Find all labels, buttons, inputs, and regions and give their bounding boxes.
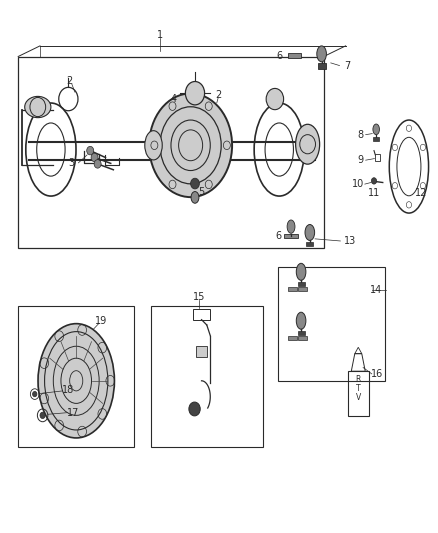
Text: 16: 16: [371, 369, 383, 379]
Text: 12: 12: [415, 188, 427, 198]
Text: 10: 10: [352, 179, 364, 189]
Ellipse shape: [25, 96, 51, 118]
Text: 6: 6: [276, 51, 283, 61]
Circle shape: [189, 402, 200, 416]
Circle shape: [91, 154, 98, 162]
Bar: [288, 53, 301, 58]
Ellipse shape: [145, 131, 162, 160]
Bar: [18, 56, 324, 248]
Ellipse shape: [191, 191, 199, 203]
Ellipse shape: [305, 224, 314, 240]
Bar: [375, 154, 380, 161]
Text: 5: 5: [198, 187, 205, 197]
Text: R: R: [356, 375, 361, 384]
Text: 19: 19: [95, 316, 107, 326]
Bar: [288, 287, 297, 291]
Ellipse shape: [317, 46, 326, 62]
Text: 17: 17: [67, 408, 79, 418]
Circle shape: [185, 82, 205, 105]
Circle shape: [300, 135, 315, 154]
Ellipse shape: [38, 324, 114, 438]
Text: T: T: [356, 384, 360, 393]
Ellipse shape: [296, 124, 320, 164]
Ellipse shape: [287, 220, 295, 233]
Ellipse shape: [53, 346, 99, 415]
Circle shape: [371, 177, 377, 184]
Bar: [373, 138, 379, 141]
Bar: [278, 266, 385, 381]
Ellipse shape: [373, 124, 379, 135]
Ellipse shape: [171, 120, 210, 171]
Text: 15: 15: [193, 292, 205, 302]
Bar: [151, 306, 263, 447]
Bar: [18, 306, 134, 447]
Bar: [318, 63, 325, 69]
Text: 2: 2: [215, 90, 221, 100]
Bar: [297, 282, 304, 286]
Text: 4: 4: [170, 94, 176, 104]
Text: 18: 18: [62, 385, 74, 395]
Circle shape: [32, 391, 37, 397]
Ellipse shape: [296, 312, 306, 329]
Text: 9: 9: [358, 155, 364, 165]
Bar: [298, 336, 307, 340]
Text: 14: 14: [370, 286, 382, 295]
Ellipse shape: [149, 93, 232, 197]
Bar: [196, 346, 207, 357]
Circle shape: [40, 412, 45, 418]
Text: 13: 13: [344, 236, 356, 246]
Text: V: V: [356, 393, 361, 402]
Text: 7: 7: [344, 61, 350, 70]
Text: 8: 8: [358, 130, 364, 140]
Text: 2: 2: [67, 77, 73, 86]
Circle shape: [94, 160, 101, 168]
Bar: [297, 331, 304, 335]
Text: 11: 11: [368, 188, 380, 198]
Bar: [285, 233, 297, 238]
Circle shape: [191, 178, 199, 189]
Bar: [298, 287, 307, 291]
Text: 1: 1: [157, 30, 163, 41]
Bar: [193, 309, 210, 320]
Circle shape: [266, 88, 284, 110]
Ellipse shape: [296, 263, 306, 280]
Bar: [306, 242, 313, 246]
Circle shape: [30, 98, 46, 117]
Ellipse shape: [70, 370, 83, 391]
Text: 3: 3: [69, 158, 75, 168]
Bar: [288, 336, 297, 340]
Circle shape: [87, 147, 94, 155]
Text: 6: 6: [275, 231, 281, 241]
